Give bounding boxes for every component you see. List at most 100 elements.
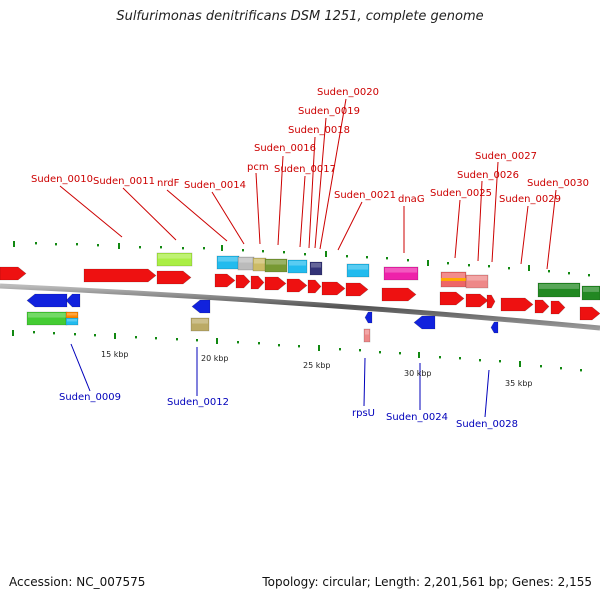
- bottom-tick: [94, 334, 96, 337]
- feature-block-cyan[interactable]: [287, 259, 308, 274]
- feature-stripe-orange: [441, 278, 466, 281]
- forward-gene[interactable]: [486, 294, 496, 309]
- gene-label-suden-0017[interactable]: Suden_0017: [274, 164, 336, 175]
- bottom-tick: [318, 345, 320, 351]
- feature-block-navy-highlight: [311, 263, 321, 268]
- forward-gene[interactable]: [579, 306, 600, 321]
- forward-gene[interactable]: [550, 300, 566, 315]
- gene-label-nrdf[interactable]: nrdF: [157, 178, 180, 189]
- gene-label-suden-0027[interactable]: Suden_0027: [475, 151, 537, 162]
- forward-gene[interactable]: [439, 291, 465, 306]
- feature-block-olive-highlight: [266, 260, 286, 265]
- gene-label-suden-0020[interactable]: Suden_0020: [317, 87, 379, 98]
- top-tick: [203, 247, 205, 250]
- feature-block-cyan[interactable]: [346, 263, 370, 278]
- forward-gene[interactable]: [465, 293, 489, 308]
- top-tick: [76, 243, 78, 246]
- feature-block-green-highlight: [539, 284, 579, 289]
- forward-gene[interactable]: [214, 273, 236, 288]
- forward-gene[interactable]: [534, 299, 550, 314]
- feature-block-green-highlight: [28, 313, 66, 318]
- feature-block-khaki-highlight: [254, 259, 265, 264]
- gene-label-suden-0014[interactable]: Suden_0014: [184, 180, 246, 191]
- gene-label-suden-0028[interactable]: Suden_0028: [456, 419, 518, 430]
- forward-gene[interactable]: [250, 275, 265, 290]
- gene-label-pcm[interactable]: pcm: [247, 162, 269, 173]
- feature-block-khaki[interactable]: [190, 317, 210, 332]
- top-leader-line: [337, 201, 363, 251]
- gene-label-suden-0018[interactable]: Suden_0018: [288, 125, 350, 136]
- gene-label-suden-0021[interactable]: Suden_0021: [334, 190, 396, 201]
- feature-block-pink[interactable]: [363, 328, 371, 343]
- top-leader-line: [255, 172, 261, 245]
- top-leader-line: [277, 155, 284, 246]
- top-tick: [160, 246, 162, 249]
- feature-block-pink[interactable]: [465, 274, 489, 289]
- top-tick: [35, 242, 37, 245]
- top-leader-line: [308, 136, 316, 249]
- forward-gene[interactable]: [0, 266, 27, 281]
- forward-gene[interactable]: [286, 278, 308, 293]
- bottom-tick: [418, 352, 420, 358]
- gene-label-suden-0029[interactable]: Suden_0029: [499, 194, 561, 205]
- forward-gene[interactable]: [83, 268, 157, 283]
- reverse-gene[interactable]: [490, 321, 499, 334]
- bottom-tick: [258, 342, 260, 345]
- feature-block-lime[interactable]: [156, 252, 193, 267]
- feature-block-green[interactable]: [581, 285, 600, 301]
- top-tick: [139, 246, 141, 249]
- label-leader-lines: [59, 98, 557, 418]
- forward-gene[interactable]: [307, 279, 322, 294]
- top-leader-line: [299, 175, 306, 248]
- top-tick: [55, 243, 57, 246]
- gene-label-dnag[interactable]: dnaG: [398, 194, 425, 205]
- reverse-gene[interactable]: [26, 293, 68, 308]
- reverse-gene[interactable]: [413, 315, 436, 330]
- feature-block-cyan[interactable]: [65, 317, 79, 326]
- feature-block-magenta-highlight: [385, 268, 417, 273]
- feature-block-navy[interactable]: [309, 261, 323, 276]
- gene-label-suden-0024[interactable]: Suden_0024: [386, 412, 448, 423]
- gene-label-suden-0010[interactable]: Suden_0010: [31, 174, 93, 185]
- gene-label-rpsu[interactable]: rpsU: [352, 408, 375, 419]
- feature-block-green[interactable]: [537, 282, 581, 298]
- top-tick: [468, 264, 470, 267]
- gene-label-suden-0012[interactable]: Suden_0012: [167, 397, 229, 408]
- forward-gene[interactable]: [235, 274, 251, 289]
- forward-gene[interactable]: [321, 281, 346, 296]
- forward-gene[interactable]: [381, 287, 417, 302]
- gene-label-suden-0026[interactable]: Suden_0026: [457, 170, 519, 181]
- feature-block-olive[interactable]: [264, 258, 288, 273]
- top-leader-line: [319, 98, 347, 250]
- gene-label-suden-0025[interactable]: Suden_0025: [430, 188, 492, 199]
- reverse-gene[interactable]: [364, 311, 373, 324]
- gene-label-suden-0016[interactable]: Suden_0016: [254, 143, 316, 154]
- forward-gene[interactable]: [500, 297, 534, 312]
- forward-gene[interactable]: [264, 276, 287, 291]
- top-leader-line: [122, 187, 177, 241]
- feature-block-lime-highlight: [158, 254, 191, 259]
- top-tick: [488, 265, 490, 268]
- genome-backbone: [0, 283, 600, 331]
- bottom-tick: [379, 351, 381, 354]
- feature-block-magenta[interactable]: [383, 266, 419, 281]
- scale-label-35kbp: 35 kbp: [505, 379, 533, 388]
- top-tick: [182, 247, 184, 250]
- gene-label-suden-0009[interactable]: Suden_0009: [59, 392, 121, 403]
- forward-gene[interactable]: [156, 270, 192, 285]
- accession-text: Accession: NC_007575: [9, 575, 146, 589]
- bottom-leader-line: [70, 343, 91, 392]
- top-leader-line: [546, 189, 557, 270]
- gene-label-suden-0019[interactable]: Suden_0019: [298, 106, 360, 117]
- feature-block-cyan-highlight: [289, 261, 306, 266]
- top-leader-line: [59, 185, 123, 238]
- scale-label-20kbp: 20 kbp: [201, 354, 229, 363]
- reverse-gene[interactable]: [65, 293, 81, 308]
- gene-label-suden-0030[interactable]: Suden_0030: [527, 178, 589, 189]
- reverse-gene[interactable]: [191, 299, 211, 314]
- feature-block-orange-highlight: [67, 313, 77, 316]
- gene-label-suden-0011[interactable]: Suden_0011: [93, 176, 155, 187]
- bottom-tick: [298, 345, 300, 348]
- forward-gene[interactable]: [345, 282, 369, 297]
- bottom-tick: [479, 359, 481, 362]
